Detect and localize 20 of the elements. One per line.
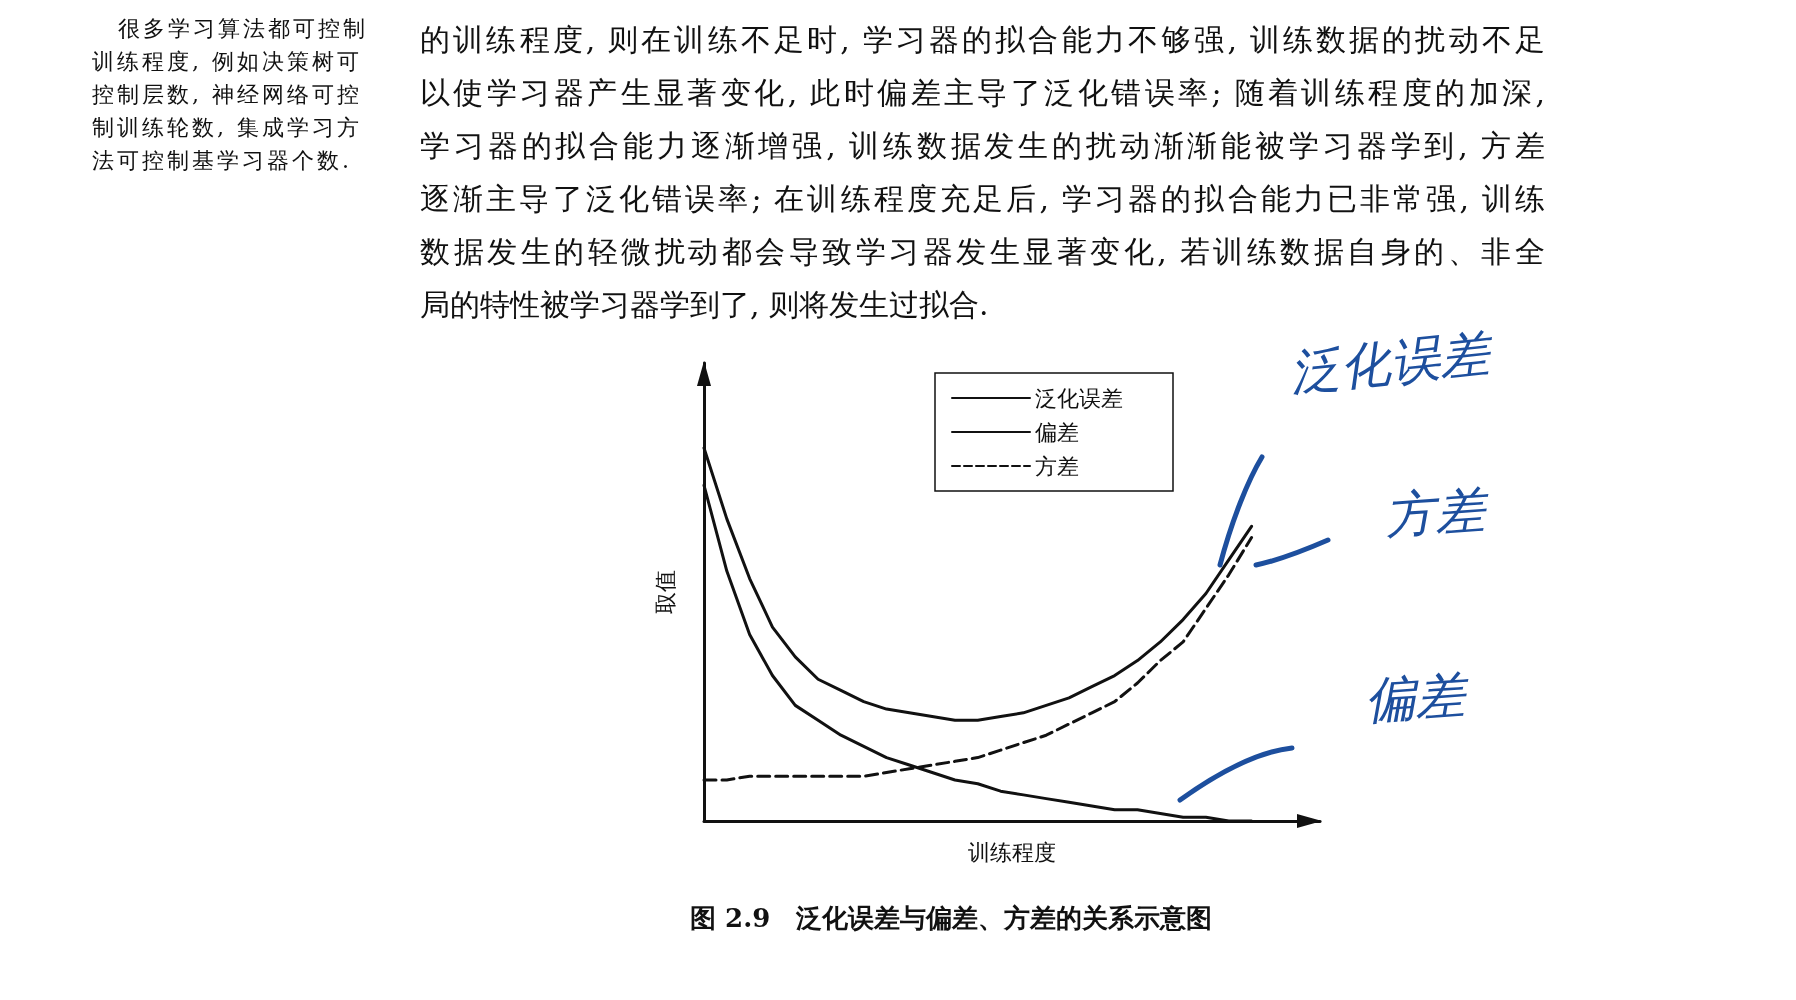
text: 方差 bbox=[1382, 479, 1488, 548]
text: 学习器的拟合能力逐渐增强, 训练数据发生的扰动渐渐能被学习器学到, 方差 bbox=[420, 127, 1545, 165]
text: 偏差 bbox=[1362, 664, 1468, 733]
text: 控制层数, 神经网络可控 bbox=[92, 81, 362, 109]
text: 很多学习算法都可控制 bbox=[118, 15, 368, 43]
legend-label: 偏差 bbox=[1035, 419, 1079, 445]
text: 数据发生的轻微扰动都会导致学习器发生显著变化, 若训练数据自身的、非全 bbox=[420, 233, 1545, 271]
legend-label: 方差 bbox=[1035, 453, 1079, 479]
text: 以使学习器产生显著变化, 此时偏差主导了泛化错误率; 随着训练程度的加深, bbox=[420, 74, 1545, 112]
x-axis-title: 训练程度 bbox=[968, 839, 1056, 865]
text: 逐渐主导了泛化错误率; 在训练程度充足后, 学习器的拟合能力已非常强, 训练 bbox=[420, 180, 1545, 218]
text: 图 2.9 泛化误差与偏差、方差的关系示意图 bbox=[690, 903, 1213, 933]
text: 泛化误差 bbox=[1287, 322, 1493, 405]
text: 制训练轮数, 集成学习方 bbox=[92, 114, 362, 142]
text: 局的特性被学习器学到了, 则将发生过拟合. bbox=[420, 287, 989, 322]
text: 的训练程度, 则在训练不足时, 学习器的拟合能力不够强, 训练数据的扰动不足 bbox=[420, 21, 1545, 59]
y-axis-title: 取值 bbox=[652, 570, 678, 614]
text: 法可控制基学习器个数. bbox=[92, 147, 352, 175]
legend-label: 泛化误差 bbox=[1035, 385, 1123, 411]
text: 训练程度, 例如决策树可 bbox=[92, 48, 362, 76]
